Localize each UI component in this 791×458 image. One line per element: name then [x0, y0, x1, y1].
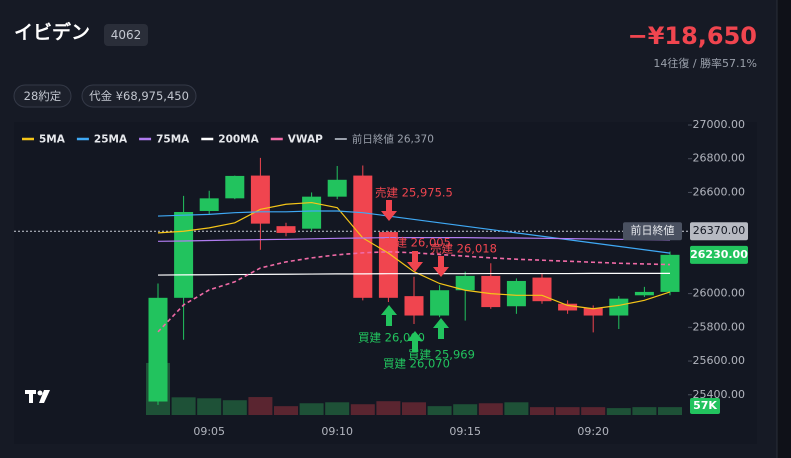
- y-tick-label: 26000.00: [693, 287, 746, 300]
- volume-bar: [427, 406, 452, 415]
- volume-bar: [606, 408, 631, 415]
- y-tick-label: 27000.00: [693, 118, 746, 131]
- y-tick-label: 25400.00: [693, 388, 746, 401]
- code-badge: [104, 24, 148, 46]
- badge-text: 代金 ¥68,975,450: [89, 89, 189, 103]
- badge: [13, 84, 72, 108]
- legend-label: 25MA: [94, 134, 128, 146]
- indicator-line: [157, 210, 671, 254]
- candle-body: [583, 307, 603, 316]
- x-tick-label: 09:15: [449, 425, 481, 438]
- legend-label: 前日終値 26,370: [352, 133, 434, 146]
- volume-bar: [171, 397, 196, 415]
- volume-tag: [690, 398, 720, 414]
- volume-bar: [299, 403, 324, 415]
- trade-label: 売建 26,018: [430, 242, 497, 256]
- volume-bar: [555, 407, 580, 415]
- y-tick-label: 26600.00: [693, 185, 746, 198]
- candle-body: [225, 175, 245, 199]
- candle-body: [302, 196, 322, 229]
- volume-bar: [222, 400, 247, 415]
- last-price: 26230.00: [690, 248, 748, 261]
- overlay: 27000.00 26800.00 26600.00 26000.00 25800.00…: [22, 118, 748, 438]
- indicator-line: [157, 272, 670, 276]
- badge: [81, 84, 197, 108]
- prev-close-price-tag: [690, 222, 748, 241]
- candle-body: [430, 290, 450, 316]
- legend-label: 5MA: [39, 134, 66, 146]
- candle-body: [506, 280, 526, 307]
- trade-label: 売建 25,975.5: [375, 186, 453, 200]
- y-tick-label: 25800.00: [693, 320, 746, 333]
- pnl: −¥18,650: [628, 22, 757, 50]
- candle-body: [378, 232, 398, 298]
- indicator-line: [157, 201, 671, 310]
- trade-arrow: [433, 318, 449, 339]
- x-tick-label: 09:05: [193, 425, 225, 438]
- badge-text: 28約定: [24, 89, 62, 103]
- x-tick-label: 09:20: [577, 425, 609, 438]
- candle-body: [250, 175, 270, 224]
- candle-body: [609, 298, 629, 316]
- trade-label: 売建 26,005: [384, 236, 451, 250]
- indicator-line: [157, 250, 671, 333]
- candle-body: [634, 291, 654, 296]
- volume-bar: [530, 407, 554, 415]
- volume-bar: [197, 398, 222, 415]
- trade-arrow: [407, 331, 423, 352]
- trade-arrow: [381, 200, 397, 221]
- volume-bar: [402, 402, 426, 415]
- candle-body: [558, 303, 578, 311]
- prev-close-tag-label: 前日終値: [631, 223, 675, 237]
- price-pane: [14, 157, 688, 415]
- volume-bar: [325, 402, 350, 415]
- volume-bar: [376, 401, 401, 415]
- y-tick-label: 25600.00: [693, 354, 746, 367]
- legend-label: 200MA: [218, 134, 259, 146]
- volume-bar: [274, 406, 298, 415]
- candle-body: [481, 275, 501, 308]
- candle-body: [455, 275, 475, 291]
- volume-bar: [350, 404, 375, 415]
- trade-label: 買建 26,070: [383, 357, 450, 371]
- candle-body: [404, 296, 424, 316]
- legend-label: VWAP: [288, 134, 323, 146]
- stock-code: 4062: [111, 28, 142, 42]
- logo: [25, 390, 50, 403]
- volume-bar: [504, 402, 529, 415]
- stock-name: イビデン: [14, 21, 90, 44]
- indicator-line: [157, 237, 671, 242]
- candle-body: [276, 226, 296, 233]
- volume-tag-label: 57K: [693, 399, 717, 412]
- trade-arrow: [381, 305, 397, 326]
- x-tick-label: 09:10: [321, 425, 353, 438]
- volume-bar: [453, 404, 478, 415]
- legend-label: 75MA: [156, 134, 190, 146]
- prev-close-price: 26370.00: [693, 224, 746, 237]
- volume-bar: [658, 407, 682, 415]
- trade-arrow: [433, 256, 449, 277]
- last-price-tag: [690, 245, 748, 264]
- volume-bar: [632, 407, 657, 415]
- volume-bar: [248, 397, 273, 415]
- candle-body: [353, 175, 373, 298]
- candle-body: [148, 297, 168, 402]
- volume-bar: [581, 407, 606, 415]
- volume-bar: [478, 403, 503, 415]
- candle-body: [174, 212, 194, 298]
- y-tick-label: 26800.00: [693, 152, 746, 165]
- candle-body: [327, 179, 347, 197]
- stats: 14往復 / 勝率57.1%: [653, 56, 757, 70]
- trade-arrow: [407, 251, 423, 272]
- trade-label: 買建 25,969: [408, 348, 475, 362]
- prev-close-tag: [623, 222, 682, 241]
- candle-body: [199, 198, 219, 211]
